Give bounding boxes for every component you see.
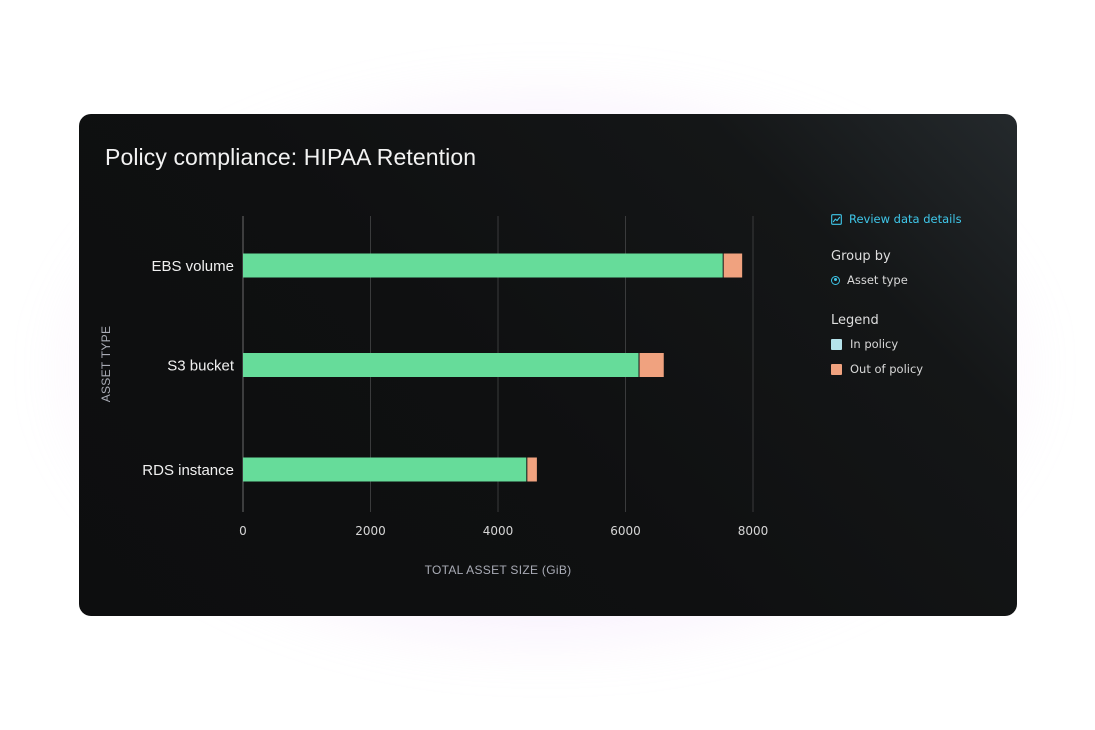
legend-item-in-policy: In policy — [831, 337, 1011, 351]
legend-label-in-policy: In policy — [850, 337, 899, 351]
category-label: RDS instance — [142, 462, 234, 479]
bar-in-policy — [243, 353, 639, 377]
bar-out-of-policy — [723, 253, 743, 278]
bar-in-policy — [243, 457, 527, 482]
group-by-option-label: Asset type — [847, 273, 908, 287]
bar-in-policy — [243, 253, 723, 278]
category-label: EBS volume — [151, 258, 234, 275]
x-tick-label: 6000 — [610, 524, 641, 538]
legend: In policy Out of policy — [831, 337, 1011, 376]
bar-out-of-policy — [527, 457, 537, 482]
card-title: Policy compliance: HIPAA Retention — [105, 144, 477, 170]
compliance-bar-chart: 0 2000 4000 6000 8000 EBS volume S3 bucket RDS … — [99, 216, 769, 577]
radio-selected-icon[interactable] — [831, 275, 840, 285]
review-link-label: Review data details — [849, 212, 962, 226]
bar-out-of-policy — [639, 353, 664, 377]
legend-item-out-of-policy: Out of policy — [831, 362, 1011, 376]
x-tick-label: 4000 — [483, 524, 514, 538]
x-tick-label: 0 — [239, 524, 247, 538]
out-of-policy-swatch — [831, 363, 842, 375]
legend-label-out-of-policy: Out of policy — [850, 362, 924, 376]
x-tick-label: 8000 — [738, 524, 769, 538]
x-axis-title: TOTAL ASSET SIZE (GiB) — [425, 563, 572, 577]
y-axis-title: ASSET TYPE — [99, 326, 113, 403]
compliance-card: Policy compliance: HIPAA Retention 0 2000… — [79, 114, 1017, 616]
in-policy-swatch — [831, 338, 842, 350]
review-data-details-link[interactable]: Review data details — [831, 212, 1011, 226]
chart-icon — [831, 213, 842, 225]
legend-title: Legend — [831, 313, 879, 328]
category-label: S3 bucket — [167, 358, 235, 375]
x-tick-label: 2000 — [355, 524, 386, 538]
group-by-asset-type-radio[interactable]: Asset type — [831, 273, 1011, 287]
side-panel: Review data details Group by Asset type … — [831, 212, 1011, 376]
group-by-title: Group by — [831, 249, 891, 264]
